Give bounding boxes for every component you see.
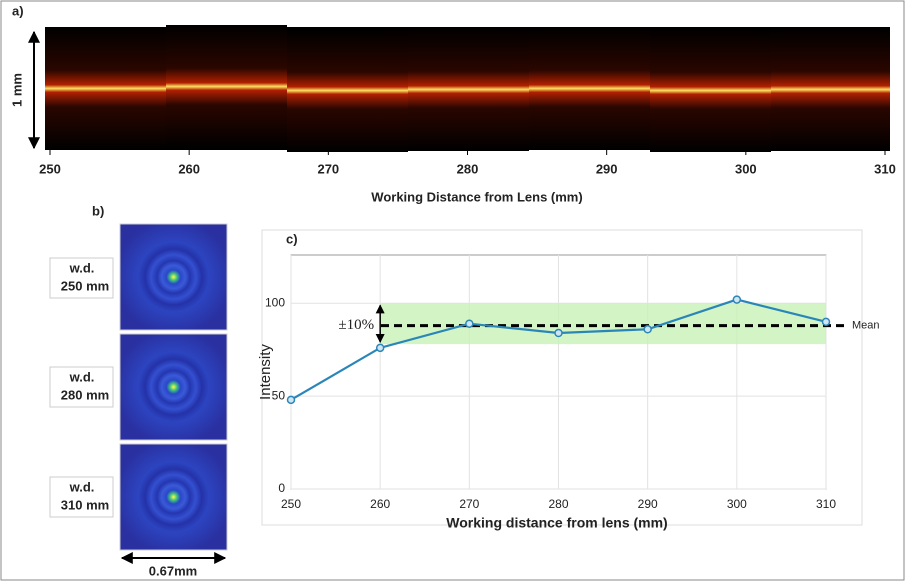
x-axis-label: Working Distance from Lens (mm) — [371, 189, 582, 204]
panel-label: a) — [12, 3, 24, 18]
wd-label: 310 mm — [61, 497, 109, 512]
data-point — [465, 319, 474, 328]
x-tick-label: 300 — [735, 161, 757, 176]
panel-label: b) — [92, 203, 104, 218]
band-label: ±10% — [338, 317, 374, 333]
data-point — [732, 295, 742, 304]
heatmap — [45, 25, 890, 152]
scale-label: 0.67mm — [149, 563, 197, 578]
data-point — [554, 328, 563, 338]
x-tick-label: 250 — [281, 497, 301, 511]
y-tick-label: 100 — [265, 295, 285, 309]
x-tick-label: 260 — [178, 161, 200, 176]
x-tick-label: 310 — [816, 497, 836, 511]
y-tick-label: 50 — [272, 388, 286, 402]
y-axis-label: Intensity — [257, 344, 274, 400]
wd-label: 280 mm — [61, 387, 109, 402]
x-tick-label: 280 — [457, 161, 479, 176]
x-tick-label: 290 — [638, 497, 658, 511]
wd-label: w.d. — [69, 369, 95, 384]
x-tick-label: 250 — [39, 161, 61, 176]
wd-labels: w.d. 250 mm w.d. 280 mm w.d. 310 mm — [49, 257, 114, 518]
data-point — [821, 317, 831, 327]
x-tick-label: 270 — [459, 497, 479, 511]
data-point — [375, 343, 385, 353]
y-axis-label: 1 mm — [9, 73, 24, 107]
wd-label: w.d. — [69, 260, 95, 275]
beam-images — [119, 223, 228, 551]
x-tick-label: 270 — [317, 161, 339, 176]
data-point — [286, 395, 296, 405]
x-axis-label: Working distance from lens (mm) — [446, 515, 667, 531]
y-tick-label: 0 — [278, 481, 285, 495]
x-tick-label: 280 — [548, 497, 568, 511]
x-tick-label: 260 — [370, 497, 390, 511]
mean-label: Mean — [852, 319, 880, 331]
wd-label: w.d. — [69, 479, 95, 494]
tolerance-band — [380, 303, 826, 345]
data-point — [643, 325, 652, 334]
wd-label: 250 mm — [61, 278, 109, 293]
x-tick-label: 290 — [596, 161, 618, 176]
x-tick-label: 310 — [874, 161, 896, 176]
panel-label: c) — [286, 231, 298, 246]
x-tick-label: 300 — [727, 497, 747, 511]
